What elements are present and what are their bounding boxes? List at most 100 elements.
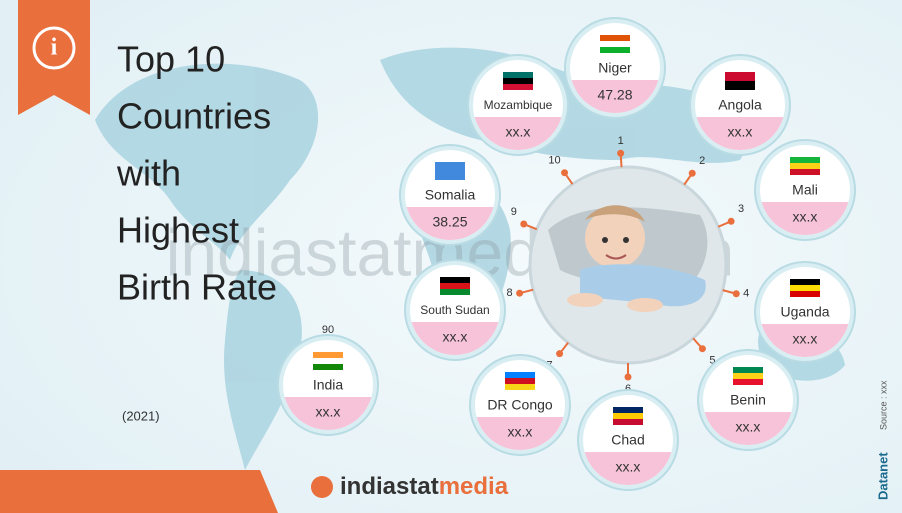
title-line: Birth Rate xyxy=(117,267,277,308)
source: Source : xxx xyxy=(878,380,888,430)
flag-stripe xyxy=(505,384,535,390)
country-badge: Chad xx.x xyxy=(577,389,679,491)
country-value: xx.x xyxy=(506,124,531,140)
info-tab xyxy=(18,0,90,115)
connector-dot xyxy=(688,169,696,177)
flag-stripe xyxy=(505,378,535,384)
country-name: India xyxy=(313,377,344,393)
flag-stripe xyxy=(790,285,820,291)
country-name: Niger xyxy=(598,60,632,76)
flag-stripe xyxy=(505,372,535,378)
logo-main: indiastat xyxy=(340,473,439,500)
footer-logo: indiastatmedia xyxy=(340,473,509,500)
country-badge: Mozambique xx.x xyxy=(467,54,569,156)
country-badge: DR Congo xx.x xyxy=(469,354,571,456)
countries: 1 Niger 47.28 2 Angola xx.x 3 Mali xx.x 4 Uganda xx… xyxy=(277,17,856,491)
baby-photo xyxy=(548,205,708,312)
connector-dot xyxy=(556,350,564,358)
connector-dot xyxy=(561,169,569,177)
info-icon xyxy=(32,26,76,70)
flag-stripe xyxy=(790,291,820,297)
flag-stripe xyxy=(435,171,465,180)
title-line: Highest xyxy=(117,210,239,251)
country-name: Benin xyxy=(730,392,766,408)
rank-label: 90 xyxy=(322,324,334,336)
flag-stripe xyxy=(440,283,470,289)
country-badge: Uganda xx.x xyxy=(754,261,856,363)
title-line: with xyxy=(116,153,181,194)
flag-stripe xyxy=(725,81,755,90)
flag-stripe xyxy=(313,352,343,358)
country-value: 47.28 xyxy=(597,87,632,103)
logo-accent: media xyxy=(439,473,509,500)
info-icon-letter: i xyxy=(51,35,58,61)
country-badge: Benin xx.x xyxy=(697,349,799,451)
country-value: xx.x xyxy=(508,424,533,440)
rank-label: 10 xyxy=(548,155,560,167)
flag-stripe xyxy=(790,163,820,169)
country-value: xx.x xyxy=(616,459,641,475)
rank-label: 6 xyxy=(625,383,631,395)
country-name: Mali xyxy=(792,182,818,198)
connector-dot xyxy=(617,149,625,157)
connector-dot xyxy=(727,217,735,225)
rank-label: 4 xyxy=(743,288,749,300)
flag-stripe xyxy=(440,277,470,283)
flag-stripe xyxy=(600,35,630,41)
country-name: DR Congo xyxy=(487,397,553,413)
flag-stripe xyxy=(435,162,465,171)
country-name: Angola xyxy=(718,97,762,113)
country-name: Uganda xyxy=(780,304,829,320)
title-line: Countries xyxy=(117,96,271,137)
country-value: xx.x xyxy=(793,209,818,225)
flag-stripe xyxy=(503,84,533,90)
flag-stripe xyxy=(503,72,533,78)
country-badge: South Sudan xx.x xyxy=(404,259,506,361)
flag-stripe xyxy=(790,279,820,285)
flag-stripe xyxy=(733,379,763,385)
country-name: Mozambique xyxy=(484,98,553,112)
connector-dot xyxy=(698,345,706,353)
country-value: xx.x xyxy=(736,419,761,435)
country-value: 38.25 xyxy=(432,214,467,230)
connector-dot xyxy=(520,220,528,228)
country-badge: Somalia 38.25 xyxy=(399,144,501,246)
rank-label: 8 xyxy=(507,287,513,299)
rank-label: 5 xyxy=(709,355,715,367)
flag-stripe xyxy=(600,47,630,53)
footer-band xyxy=(0,470,278,513)
rank-label: 2 xyxy=(699,155,705,167)
flag-stripe xyxy=(600,41,630,47)
flag-stripe xyxy=(313,358,343,364)
country-name: Chad xyxy=(611,432,644,448)
country-name: South Sudan xyxy=(420,303,489,317)
flag-stripe xyxy=(733,367,763,373)
flag-stripe xyxy=(733,373,763,379)
rank-label: 3 xyxy=(738,203,744,215)
country-badge: Angola xx.x xyxy=(689,54,791,156)
title: Top 10 Countries with Highest Birth Rate xyxy=(116,39,277,308)
country-badge: Mali xx.x xyxy=(754,139,856,241)
country-name: Somalia xyxy=(425,187,476,203)
rank-label: 1 xyxy=(618,135,624,147)
logo-icon xyxy=(311,476,333,498)
country-value: xx.x xyxy=(793,331,818,347)
title-line: Top 10 xyxy=(117,39,225,80)
brand: Datanet xyxy=(875,452,890,500)
flag-stripe xyxy=(790,169,820,175)
flag-stripe xyxy=(613,419,643,425)
country-badge: Niger 47.28 xyxy=(564,17,666,119)
country-badge: India xx.x xyxy=(277,334,379,436)
flag-stripe xyxy=(613,407,643,413)
flag-stripe xyxy=(725,72,755,81)
connector-dot xyxy=(732,290,740,298)
flag-stripe xyxy=(503,78,533,84)
connector-dot xyxy=(516,289,524,297)
country-value: xx.x xyxy=(316,404,341,420)
flag-stripe xyxy=(613,413,643,419)
flag-stripe xyxy=(440,289,470,295)
country-value: xx.x xyxy=(728,124,753,140)
flag-stripe xyxy=(790,157,820,163)
rank-label: 9 xyxy=(511,206,517,218)
flag-stripe xyxy=(313,364,343,370)
